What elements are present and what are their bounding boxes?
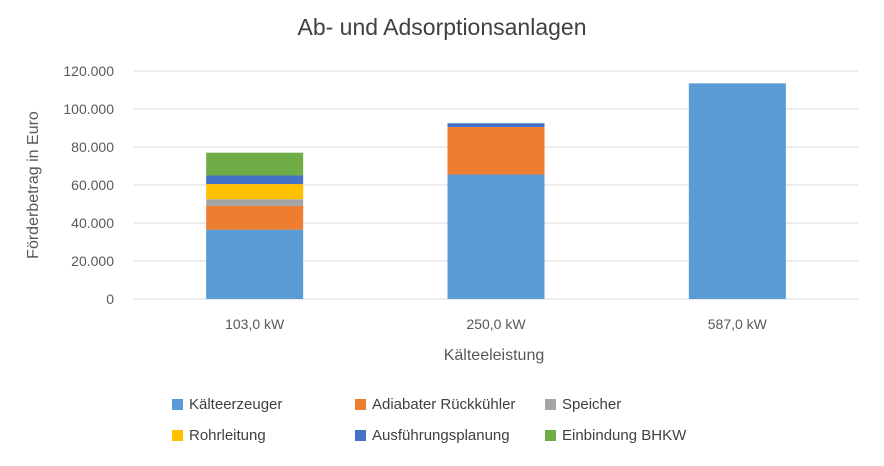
- legend-swatch: [545, 399, 556, 410]
- x-tick-label: 103,0 kW: [225, 316, 285, 332]
- legend-item: Einbindung BHKW: [545, 427, 705, 444]
- legend-item: Ausführungsplanung: [355, 427, 545, 444]
- legend-item: Adiabater Rückkühler: [355, 396, 545, 413]
- bar-segment: [447, 127, 545, 175]
- legend-label: Speicher: [562, 396, 622, 413]
- x-tick-labels: 103,0 kW 250,0 kW 587,0 kW: [225, 316, 768, 332]
- bar-segment: [688, 83, 786, 299]
- bar-segment: [206, 229, 304, 299]
- chart-title: Ab- und Adsorptionsanlagen: [297, 14, 587, 40]
- legend-swatch: [172, 430, 183, 441]
- bars: [206, 83, 786, 299]
- bar-segment: [206, 184, 304, 200]
- legend-label: Kälteerzeuger: [189, 396, 283, 413]
- bar-segment: [206, 199, 304, 206]
- bar-segment: [206, 175, 304, 185]
- legend-item: Speicher: [545, 396, 705, 413]
- x-tick-label: 587,0 kW: [708, 316, 768, 332]
- y-tick-label: 0: [106, 291, 114, 307]
- y-tick-label: 100.000: [63, 101, 114, 117]
- bar-segment: [447, 174, 545, 299]
- x-tick-label: 250,0 kW: [466, 316, 526, 332]
- legend: Kälteerzeuger Adiabater Rückkühler Speiche…: [172, 396, 732, 444]
- y-tick-label: 60.000: [71, 177, 114, 193]
- legend-swatch: [355, 430, 366, 441]
- legend-item: Kälteerzeuger: [172, 396, 355, 413]
- y-tick-label: 80.000: [71, 139, 114, 155]
- bar-segment: [206, 205, 304, 230]
- legend-swatch: [172, 399, 183, 410]
- bar-segment: [206, 152, 304, 176]
- legend-item: Rohrleitung: [172, 427, 355, 444]
- y-axis-label: Förderbetrag in Euro: [25, 111, 42, 259]
- y-tick-label: 120.000: [63, 63, 114, 79]
- x-axis-label: Kälteeleistung: [444, 347, 545, 364]
- y-tick-label: 20.000: [71, 253, 114, 269]
- legend-swatch: [355, 399, 366, 410]
- y-tick-label: 40.000: [71, 215, 114, 231]
- legend-label: Ausführungsplanung: [372, 427, 510, 444]
- legend-label: Adiabater Rückkühler: [372, 396, 516, 413]
- legend-label: Einbindung BHKW: [562, 427, 687, 444]
- legend-swatch: [545, 430, 556, 441]
- bar-segment: [447, 123, 545, 128]
- legend-label: Rohrleitung: [189, 427, 266, 444]
- y-tick-labels: 0 20.000 40.000 60.000 80.000 100.000 120.000: [63, 63, 114, 307]
